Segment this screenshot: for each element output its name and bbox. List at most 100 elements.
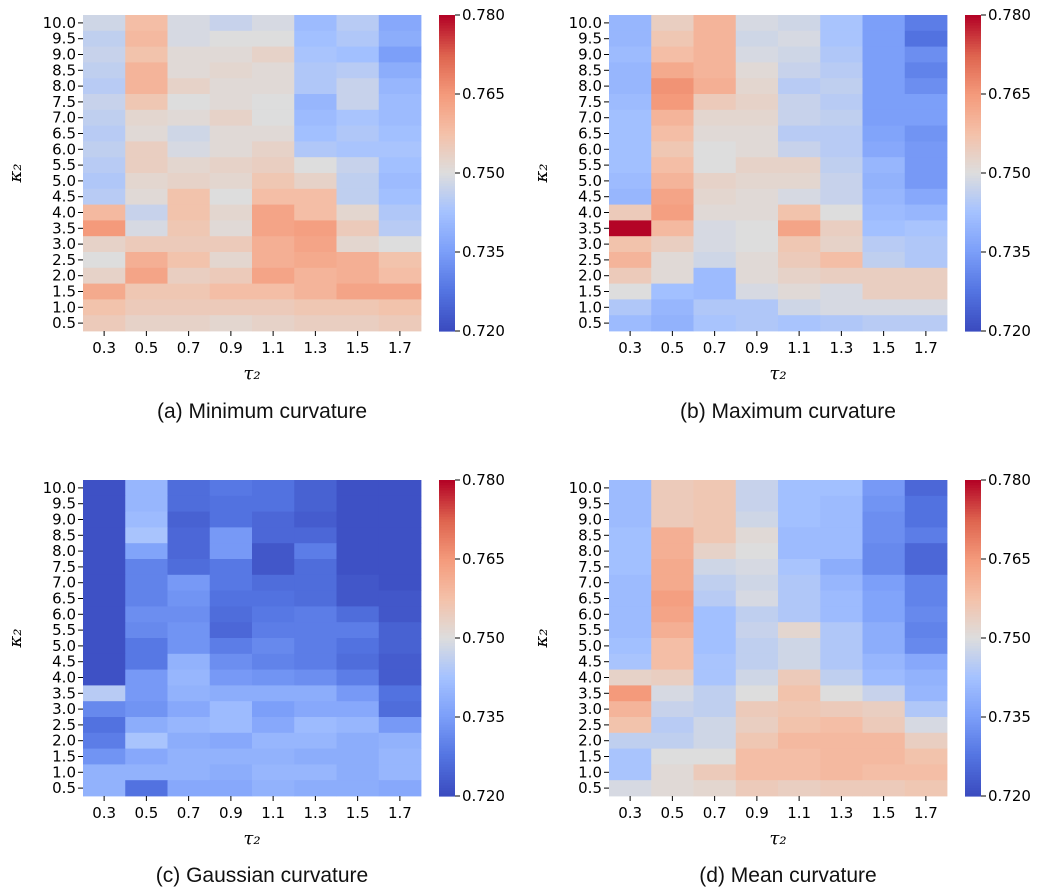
heatmap-cell xyxy=(693,46,737,63)
heatmap-cell xyxy=(693,717,737,734)
colorbar-segment xyxy=(965,743,981,747)
heatmap-cell xyxy=(125,480,168,497)
heatmap-cell xyxy=(609,559,652,576)
colorbar-segment xyxy=(965,582,981,586)
colorbar-segment xyxy=(439,690,455,694)
heatmap-cell xyxy=(609,764,652,781)
colorbar-segment xyxy=(965,601,981,605)
heatmap-cell xyxy=(693,559,737,576)
colorbar-segment xyxy=(965,312,981,316)
heatmap-cell xyxy=(609,125,652,142)
heatmap-cell xyxy=(735,669,779,686)
heatmap-cell xyxy=(252,748,295,765)
heatmap-cell xyxy=(735,559,779,576)
y-tick-label: 10.0 xyxy=(569,14,602,32)
heatmap-cell xyxy=(252,141,295,158)
heatmap-cell xyxy=(651,780,694,797)
colorbar-segment xyxy=(965,286,981,290)
heatmap-cell xyxy=(735,157,779,174)
heatmap-cell xyxy=(378,188,422,205)
heatmap-cell xyxy=(294,62,337,79)
colorbar-segment xyxy=(439,693,455,697)
colorbar-segment xyxy=(965,254,981,258)
colorbar-segment xyxy=(965,519,981,523)
colorbar-segment xyxy=(439,506,455,510)
colorbar-segment xyxy=(965,690,981,694)
y-tick-label: 9.0 xyxy=(52,511,76,529)
colorbar-segment xyxy=(965,572,981,576)
colorbar-segment xyxy=(439,561,455,565)
colorbar-segment xyxy=(439,756,455,760)
colorbar-segment xyxy=(439,86,455,90)
heatmap-cell xyxy=(693,701,737,718)
colorbar-segment xyxy=(439,59,455,63)
y-tick-label: 5.5 xyxy=(578,156,602,174)
colorbar-segment xyxy=(439,537,455,542)
colorbar-segment xyxy=(965,262,981,266)
colorbar-segment xyxy=(439,136,455,140)
heatmap-cell xyxy=(735,220,779,237)
colorbar-segment xyxy=(965,769,981,773)
colorbar-segment xyxy=(439,109,455,114)
heatmap-cell xyxy=(693,188,737,205)
colorbar-segment xyxy=(439,698,455,702)
colorbar-segment xyxy=(439,769,455,773)
y-tick-label: 6.5 xyxy=(578,125,602,143)
colorbar-segment xyxy=(439,785,455,789)
heatmap-cell xyxy=(904,94,948,111)
heatmap-cell xyxy=(862,717,906,734)
colorbar-segment xyxy=(965,241,981,245)
colorbar-segment xyxy=(439,530,455,534)
heatmap-cell xyxy=(167,15,211,32)
heatmap-cell xyxy=(778,527,821,544)
y-axis-label: κ₂ xyxy=(5,163,26,183)
heatmap-cell xyxy=(735,638,779,655)
heatmap-cell xyxy=(904,141,948,158)
colorbar-segment xyxy=(439,236,455,240)
colorbar-segment xyxy=(965,22,981,27)
colorbar-segment xyxy=(965,480,981,484)
heatmap-cell xyxy=(294,252,337,269)
heatmap-cell xyxy=(252,252,295,269)
colorbar-tick-label: 0.780 xyxy=(988,6,1031,24)
colorbar-segment xyxy=(439,244,455,248)
heatmap-cell xyxy=(904,495,948,512)
colorbar-segment xyxy=(965,556,981,560)
colorbar-segment xyxy=(965,315,981,319)
colorbar-segment xyxy=(439,267,455,272)
colorbar-segment xyxy=(439,661,455,665)
heatmap-cell xyxy=(125,780,168,797)
colorbar-segment xyxy=(439,793,455,797)
colorbar-segment xyxy=(965,167,981,171)
heatmap-cell xyxy=(609,669,652,686)
heatmap-cell xyxy=(167,173,211,190)
heatmap-cell xyxy=(609,236,652,253)
colorbar-segment xyxy=(965,603,981,607)
heatmap-cell xyxy=(904,764,948,781)
colorbar-segment xyxy=(439,228,455,232)
heatmap-cell xyxy=(778,480,821,497)
heatmap-cell xyxy=(862,283,906,300)
colorbar-segment xyxy=(439,199,455,203)
heatmap-cell xyxy=(820,78,863,95)
colorbar-segment xyxy=(439,33,455,37)
y-axis-label: κ₂ xyxy=(5,628,26,648)
heatmap-cell xyxy=(820,173,863,190)
colorbar-segment xyxy=(965,790,981,794)
heatmap-cell xyxy=(209,299,253,316)
colorbar-segment xyxy=(965,133,981,137)
heatmap-cell xyxy=(735,717,779,734)
x-axis-label: τ₂ xyxy=(769,828,786,849)
colorbar-segment xyxy=(439,782,455,787)
colorbar-segment xyxy=(439,280,455,285)
heatmap-cell xyxy=(378,46,422,63)
colorbar-segment xyxy=(965,522,981,526)
heatmap-cell xyxy=(252,267,295,284)
heatmap-cell xyxy=(209,173,253,190)
colorbar-segment xyxy=(439,41,455,45)
colorbar-segment xyxy=(965,59,981,63)
heatmap-cell xyxy=(862,732,906,749)
heatmap-cell xyxy=(862,173,906,190)
heatmap-cell xyxy=(294,590,337,607)
colorbar-segment xyxy=(439,640,455,644)
